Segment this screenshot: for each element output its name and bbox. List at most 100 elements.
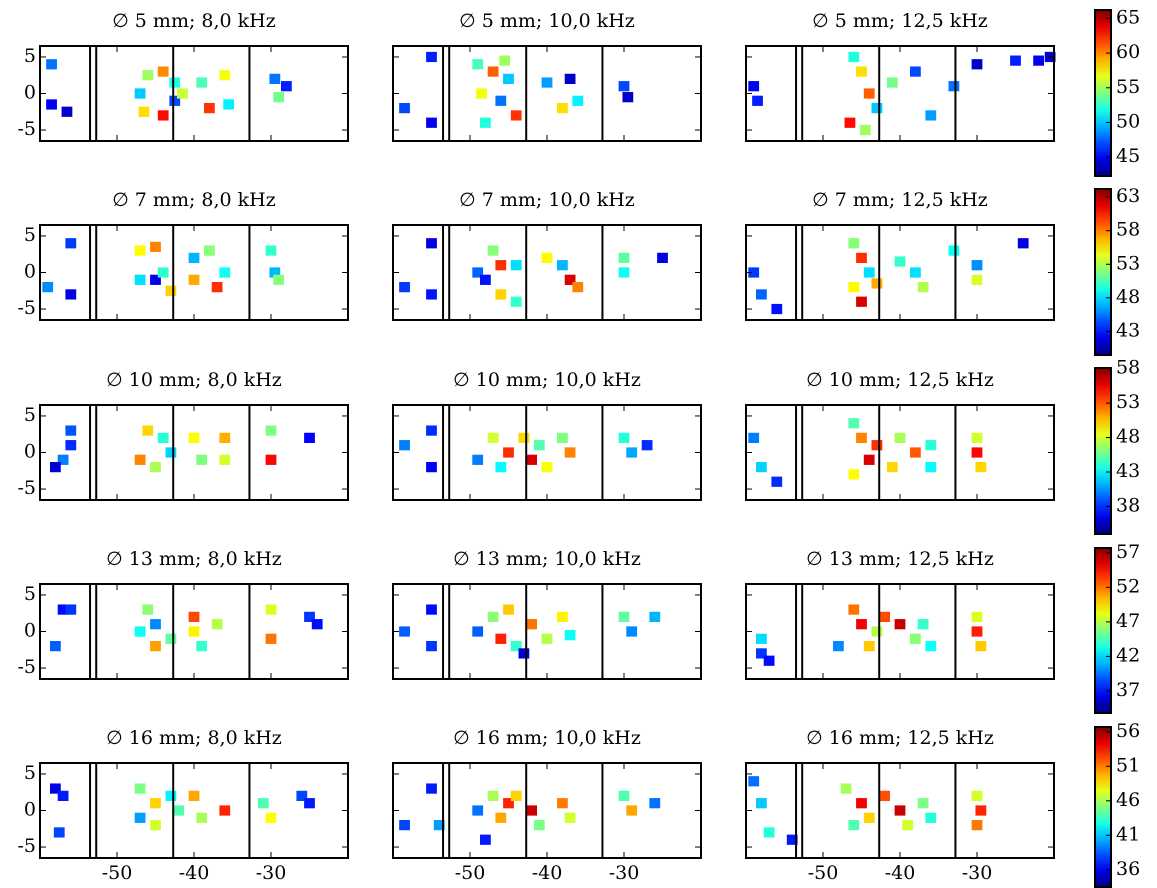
heatmap-cell [917,619,929,630]
heatmap-cell [165,447,177,458]
heatmap-cell [618,432,630,443]
heatmap-cell [150,820,161,831]
heatmap-cell [572,95,584,106]
heatmap [399,604,661,659]
heatmap [748,776,987,845]
heatmap-cell [196,641,208,652]
panel-title: ∅ 13 mm; 8,0 kHz [106,548,282,570]
heatmap-cell [480,834,491,845]
y-tick-label: -5 [17,297,36,319]
heatmap-cell [748,776,760,787]
panel-title: ∅ 16 mm; 12,5 kHz [806,727,994,749]
heatmap-cell [165,790,177,801]
heatmap-cell [618,790,630,801]
heatmap-cell [65,289,77,300]
heatmap-cell [557,798,568,809]
plot-frame [745,45,1055,142]
heatmap-cell [265,425,277,436]
panel-title: ∅ 13 mm; 12,5 kHz [806,548,994,570]
heatmap-cell [886,77,898,88]
colorbar-tick-label: 57 [1116,541,1140,563]
heatmap-cell [925,440,937,451]
heatmap-cell [510,296,522,307]
colorbar-tick-label: 65 [1116,6,1140,28]
heatmap-cell [879,611,890,622]
heatmap-cell [863,88,875,99]
heatmap-cell [503,73,514,84]
heatmap-cell [472,59,484,70]
panel-title: ∅ 5 mm; 10,0 kHz [459,10,635,32]
heatmap-cell [917,798,929,809]
heatmap [399,783,661,845]
x-tick-label: -30 [256,862,287,884]
heatmap-cell [196,812,208,823]
x-tick-label: -50 [455,862,486,884]
heatmap [50,604,323,652]
heatmap-cell [265,633,277,644]
heatmap-cell [150,641,161,652]
colorbar-tick-label: 46 [1116,789,1140,811]
colorbar-tick-label: 58 [1116,357,1140,379]
heatmap-cell [273,92,285,103]
heatmap-cell [910,447,921,458]
heatmap-cell [426,783,437,794]
heatmap-cell [219,70,231,81]
heatmap-cell [399,440,410,451]
heatmap-cell [848,418,860,429]
heatmap-cell [879,790,890,801]
heatmap-cell [756,798,767,809]
colorbar-tick-label: 58 [1116,219,1140,241]
heatmap-cell [399,103,410,114]
heatmap-cell [426,462,437,473]
heatmap-cell [188,626,200,637]
colorbar-tick-label: 42 [1116,644,1140,666]
heatmap-cell [925,110,937,121]
heatmap-cell [618,252,630,263]
heatmap-cell [618,81,630,92]
heatmap-cell [557,432,568,443]
heatmap-cell [856,296,867,307]
heatmap-cell [433,820,445,831]
x-tick-label: -50 [102,862,133,884]
colorbar-tick-label: 63 [1116,185,1140,207]
heatmap-cell [426,117,437,128]
heatmap-cell [1033,55,1044,66]
heatmap-cell [771,303,783,315]
heatmap-cell [311,619,323,630]
plot-frame [392,404,702,501]
heatmap-cell [748,432,760,443]
heatmap-cell [157,110,169,121]
heatmap-cell [219,267,231,278]
heatmap-cell [177,88,188,99]
heatmap-cell [495,633,507,644]
heatmap-cell [971,447,983,458]
y-tick-label: 0 [24,799,36,821]
heatmap-cell [304,432,315,443]
heatmap-cell [296,790,308,801]
heatmap-cell [219,454,231,465]
heatmap-cell [188,611,200,622]
heatmap-cell [495,289,507,300]
heatmap-cell [495,95,507,106]
heatmap-cell [157,267,169,278]
heatmap-cell [910,66,921,77]
heatmap-cell [57,454,69,465]
x-tick-label: -40 [532,862,563,884]
colorbar-tick-label: 43 [1116,460,1140,482]
panel-title: ∅ 10 mm; 10,0 kHz [453,369,641,391]
heatmap-cell [65,238,77,249]
colorbar-tick-label: 51 [1116,754,1140,776]
heatmap-cell [480,274,491,285]
heatmap-cell [487,432,499,443]
heatmap-cell [65,440,77,451]
heatmap-cell [833,641,844,652]
heatmap-cell [618,267,630,278]
colorbar-tick-label: 55 [1116,76,1140,98]
heatmap-cell [188,432,200,443]
heatmap-cell [142,70,154,81]
heatmap-cell [281,81,292,92]
heatmap-cell [510,110,522,121]
heatmap-cell [304,611,315,622]
y-tick-label: 0 [24,620,36,642]
heatmap [46,59,292,121]
